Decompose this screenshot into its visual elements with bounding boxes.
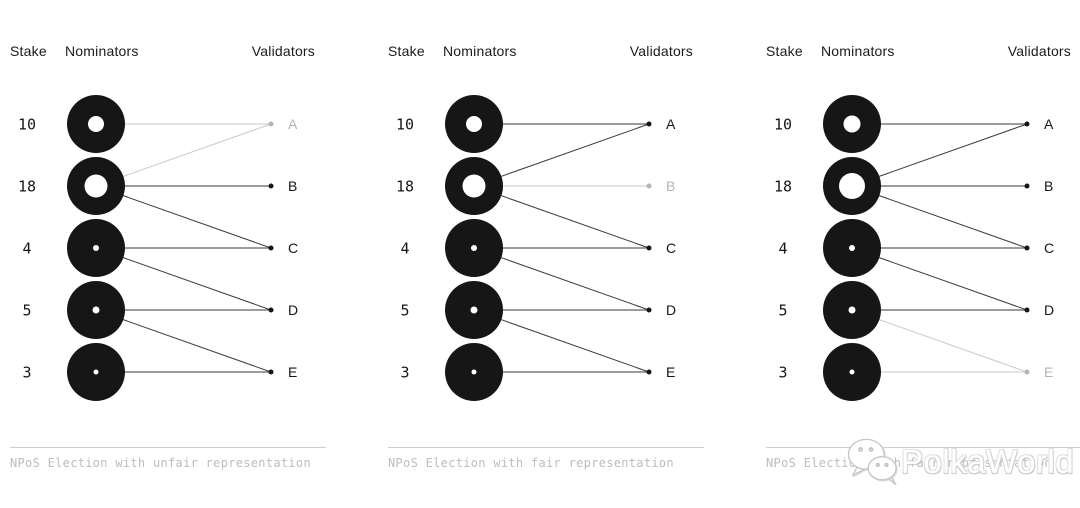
nomination-edge (95, 309, 272, 373)
validator-dot (1024, 307, 1030, 313)
column-header-stake: Stake (388, 43, 425, 59)
panel-fair-representation: Stake Nominators Validators 10 18 4 5 3 A B C D E… (378, 0, 704, 508)
panel-caption: NPoS Election with fair representation (766, 456, 1052, 470)
validator-dot (268, 183, 274, 189)
stake-value: 3 (22, 364, 31, 382)
nomination-edge (95, 123, 272, 187)
panel-fair-representation-alt: Stake Nominators Validators 10 18 4 5 3 A B C D E… (756, 0, 1080, 508)
nomination-edge (95, 185, 272, 249)
stake-value: 18 (396, 178, 414, 196)
column-header-validators: Validators (251, 43, 315, 59)
validator-label: A (288, 116, 298, 132)
column-header-validators: Validators (629, 43, 693, 59)
validator-dot (646, 307, 652, 313)
validator-dot (1024, 183, 1030, 189)
nominator-hole (849, 369, 855, 375)
nominator-hole (849, 245, 855, 251)
stake-value: 3 (400, 364, 409, 382)
validator-label: B (666, 178, 675, 194)
nominator-hole (93, 245, 99, 251)
validator-dot (1024, 369, 1030, 375)
nomination-edge (851, 247, 1028, 311)
validator-label: E (288, 364, 297, 380)
validator-label: D (1044, 302, 1054, 318)
validator-label: C (288, 240, 298, 256)
stake-value: 4 (778, 240, 787, 258)
validator-dot (646, 183, 652, 189)
stake-value: 5 (22, 302, 31, 320)
nomination-edge (473, 123, 650, 187)
validator-label: B (1044, 178, 1053, 194)
nomination-edge (851, 185, 1028, 249)
nominator-hole (84, 174, 108, 198)
nominator-hole (471, 369, 477, 375)
nomination-edge (851, 123, 1028, 187)
stake-value: 10 (396, 116, 414, 134)
nominator-hole (88, 116, 104, 132)
nomination-edge (95, 247, 272, 311)
stake-value: 10 (18, 116, 36, 134)
nominator-hole (93, 369, 99, 375)
column-header-nominators: Nominators (443, 43, 517, 59)
panel-unfair-representation: Stake Nominators Validators 10 18 4 5 3 A B C D E… (0, 0, 326, 508)
validator-label: E (666, 364, 675, 380)
nominator-hole (462, 174, 486, 198)
caption-divider (10, 447, 326, 448)
nomination-edge (473, 247, 650, 311)
validator-dot (646, 369, 652, 375)
validator-dot (268, 307, 274, 313)
wechat-icon (847, 438, 897, 485)
stake-value: 4 (22, 240, 31, 258)
polkaworld-watermark: PolkaWorld (846, 436, 1074, 488)
column-header-nominators: Nominators (821, 43, 895, 59)
watermark-text: PolkaWorld (901, 443, 1075, 480)
nominator-hole (471, 245, 477, 251)
stake-value: 5 (400, 302, 409, 320)
election-graph: 10 18 4 5 3 A B C D E (774, 95, 1054, 401)
caption-divider (388, 447, 704, 448)
column-header-nominators: Nominators (65, 43, 139, 59)
election-graph: 10 18 4 5 3 A B C D E (18, 95, 298, 401)
validator-label: D (288, 302, 298, 318)
validator-label: C (1044, 240, 1054, 256)
stake-value: 3 (778, 364, 787, 382)
stake-value: 5 (778, 302, 787, 320)
validator-dot (646, 121, 652, 127)
nominator-hole (470, 306, 478, 314)
validator-dot (268, 245, 274, 251)
nominator-hole (839, 173, 865, 199)
validator-dot (646, 245, 652, 251)
validator-dot (1024, 121, 1030, 127)
election-graph: 10 18 4 5 3 A B C D E (396, 95, 676, 401)
stake-value: 4 (400, 240, 409, 258)
validator-dot (268, 369, 274, 375)
validator-dot (268, 121, 274, 127)
panel-caption: NPoS Election with fair representation (388, 456, 674, 470)
column-header-stake: Stake (766, 43, 803, 59)
nominator-hole (466, 116, 482, 132)
validator-label: B (288, 178, 297, 194)
caption-divider (766, 447, 1080, 448)
validator-label: A (666, 116, 676, 132)
nomination-edge (473, 185, 650, 249)
column-header-validators: Validators (1007, 43, 1071, 59)
stake-value: 18 (18, 178, 36, 196)
column-header-stake: Stake (10, 43, 47, 59)
validator-label: A (1044, 116, 1054, 132)
nomination-edge (473, 309, 650, 373)
nominator-hole (92, 306, 100, 314)
nomination-edge (851, 309, 1028, 373)
validator-label: C (666, 240, 676, 256)
validator-label: E (1044, 364, 1053, 380)
nominator-hole (848, 306, 856, 314)
validator-label: D (666, 302, 676, 318)
nominator-hole (843, 115, 861, 133)
stake-value: 18 (774, 178, 792, 196)
panel-caption: NPoS Election with unfair representation (10, 456, 311, 470)
validator-dot (1024, 245, 1030, 251)
stake-value: 10 (774, 116, 792, 134)
